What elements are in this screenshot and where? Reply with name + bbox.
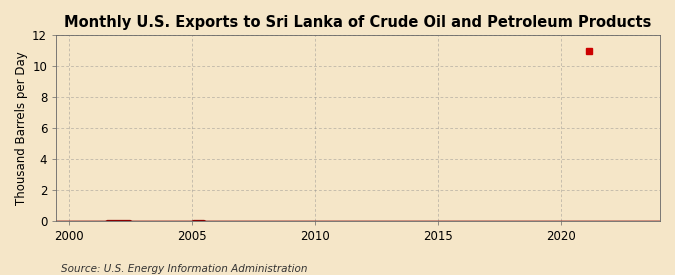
Text: Source: U.S. Energy Information Administration: Source: U.S. Energy Information Administ… bbox=[61, 264, 307, 274]
Y-axis label: Thousand Barrels per Day: Thousand Barrels per Day bbox=[15, 51, 28, 205]
Title: Monthly U.S. Exports to Sri Lanka of Crude Oil and Petroleum Products: Monthly U.S. Exports to Sri Lanka of Cru… bbox=[64, 15, 652, 30]
